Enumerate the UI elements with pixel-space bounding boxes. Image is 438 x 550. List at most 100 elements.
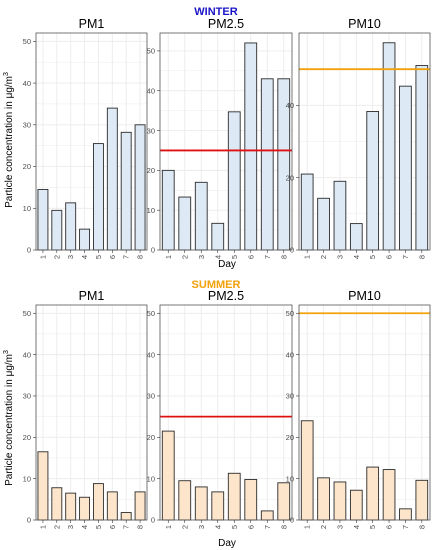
bar-day-8 [134, 491, 146, 521]
x-tick-label: 5 [230, 255, 239, 259]
x-tick-label: 1 [303, 255, 312, 259]
bar-day-7 [120, 512, 132, 521]
bar-day-7 [399, 85, 412, 251]
x-tick-label: 8 [136, 255, 145, 259]
x-tick-label: 4 [213, 525, 222, 529]
bar-day-2 [178, 196, 192, 251]
y-tick-label: 0 [290, 516, 294, 525]
y-tick-label: 10 [147, 206, 155, 215]
x-tick-label: 8 [279, 255, 288, 259]
x-axis-label-summer: Day [218, 538, 236, 549]
x-tick-label: 3 [335, 525, 344, 529]
y-tick-label: 0 [151, 246, 155, 255]
y-tick-label: 40 [23, 350, 31, 359]
x-tick-label: 2 [319, 255, 328, 259]
y-tick-label: 20 [286, 433, 294, 442]
y-tick-label: 30 [286, 392, 294, 401]
x-tick-label: 2 [52, 255, 61, 259]
bar-day-6 [244, 42, 258, 251]
x-axis-label-winter: Day [218, 259, 236, 270]
x-tick-label: 4 [80, 255, 89, 259]
x-tick-label: 7 [263, 255, 272, 259]
y-tick-label: 40 [286, 350, 294, 359]
x-tick-label: 1 [38, 255, 47, 259]
x-tick-label: 7 [401, 255, 410, 259]
y-axis-label-main: Particle concentration in μg/m [4, 354, 15, 486]
bar-day-8 [415, 479, 429, 521]
bar-day-3 [194, 181, 208, 251]
x-tick-label: 5 [94, 255, 103, 259]
panel-winter-pm1: PM1 0 10 20 30 40 50 1 2 3 4 5 6 7 8 [23, 17, 148, 259]
y-tick-label: 0 [27, 246, 31, 255]
x-tick-label: 8 [279, 525, 288, 529]
x-tick-label: 3 [66, 255, 75, 259]
x-tick-label: 2 [180, 525, 189, 529]
x-tick-label: 1 [164, 525, 173, 529]
bar-day-1 [300, 420, 314, 521]
bar-day-3 [194, 486, 208, 521]
x-tick-label: 1 [164, 255, 173, 259]
x-tick-label: 6 [108, 525, 117, 529]
panel-border [298, 32, 431, 251]
panel-summer-pm25: PM2.5 0 10 20 30 40 50 1 2 3 4 5 6 7 8 [147, 289, 293, 529]
panel-border [35, 32, 148, 251]
y-tick-label: 10 [147, 474, 155, 483]
bar-day-6 [106, 491, 118, 521]
x-tick-label: 3 [197, 525, 206, 529]
y-tick-label: 30 [147, 392, 155, 401]
y-tick-label: 50 [23, 37, 31, 46]
x-tick-label: 7 [263, 525, 272, 529]
bar-day-4 [211, 222, 225, 251]
x-tick-label: 4 [352, 525, 361, 529]
y-axis-label-superscript: 3 [3, 72, 10, 76]
panel-border [35, 304, 148, 521]
y-tick-label: 50 [147, 309, 155, 318]
y-tick-label: 0 [151, 516, 155, 525]
x-tick-label: 7 [122, 255, 131, 259]
y-axis-label-superscript: 3 [3, 350, 10, 354]
x-tick-label: 2 [319, 525, 328, 529]
y-axis-label-summer: Particle concentration in μg/m3 [3, 350, 15, 486]
y-tick-label: 30 [147, 126, 155, 135]
x-tick-label: 4 [213, 255, 222, 259]
y-tick-label: 50 [286, 309, 294, 318]
bar-day-8 [415, 65, 429, 251]
panel-title: PM1 [79, 17, 105, 31]
y-tick-label: 10 [23, 474, 31, 483]
y-tick-label: 20 [147, 433, 155, 442]
bar-day-5 [366, 111, 380, 251]
y-tick-label: 50 [23, 309, 31, 318]
y-tick-label: 40 [286, 101, 294, 110]
x-tick-label: 3 [66, 525, 75, 529]
y-tick-label: 30 [23, 121, 31, 130]
panel-border [159, 32, 293, 251]
x-tick-label: 2 [52, 525, 61, 529]
x-tick-label: 8 [417, 525, 426, 529]
bar-day-4 [79, 228, 91, 251]
panel-title: PM10 [348, 17, 381, 31]
x-tick-label: 2 [180, 255, 189, 259]
panel-title: PM2.5 [208, 289, 244, 303]
panel-winter-pm25: PM2.5 0 10 20 30 40 50 1 2 3 4 5 6 7 8 [147, 17, 293, 259]
x-tick-label: 7 [122, 525, 131, 529]
panel-summer-pm10: PM10 0 10 20 30 40 50 1 2 3 4 5 6 7 8 [286, 289, 431, 529]
x-tick-label: 5 [368, 255, 377, 259]
y-tick-label: 50 [147, 47, 155, 56]
bar-day-2 [178, 480, 192, 521]
x-tick-label: 4 [80, 525, 89, 529]
season-label-winter: WINTER [194, 6, 237, 18]
y-tick-label: 0 [290, 246, 294, 255]
bar-day-5 [92, 143, 104, 251]
bar-day-8 [134, 124, 146, 251]
bar-day-5 [227, 472, 241, 521]
x-tick-label: 7 [401, 525, 410, 529]
y-axis-label-winter: Particle concentration in μg/m3 [3, 72, 15, 208]
y-tick-label: 0 [27, 516, 31, 525]
bar-day-5 [227, 111, 241, 251]
bar-day-6 [382, 42, 396, 251]
x-tick-label: 6 [385, 525, 394, 529]
bar-day-2 [51, 209, 63, 251]
bar-day-1 [300, 173, 314, 251]
